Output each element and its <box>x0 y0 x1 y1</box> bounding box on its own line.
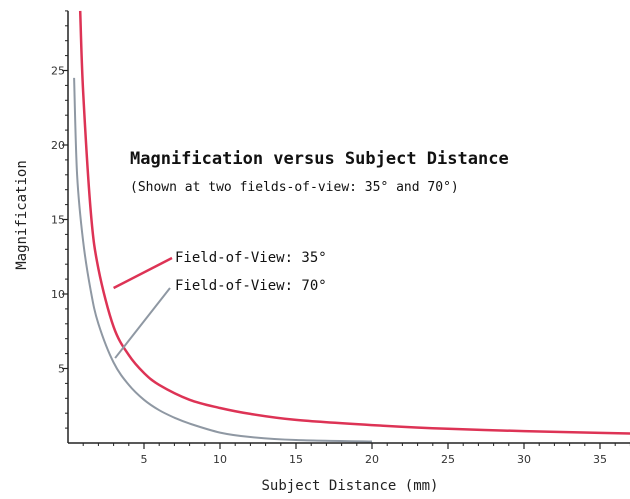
annotation-leader-fov-70 <box>114 287 171 359</box>
series-fov-35-line <box>78 10 630 435</box>
series-fov-70-line <box>73 77 373 443</box>
plot-area <box>73 10 630 443</box>
annotation-fov-70: Field-of-View: 70° <box>175 278 327 294</box>
y-tick-label: 20 <box>51 139 65 152</box>
y-axis-title: Magnification <box>14 160 30 270</box>
y-tick-label: 15 <box>51 214 65 227</box>
y-tick-label: 5 <box>58 363 65 376</box>
minor-ticks <box>65 10 630 446</box>
annotation-fov-35: Field-of-View: 35° <box>175 250 327 266</box>
axes: 5 10 15 20 25 30 35 5 10 15 20 25 <box>51 10 630 466</box>
x-tick-label: 35 <box>593 453 607 466</box>
x-tick-label: 15 <box>289 453 303 466</box>
x-tick-label: 10 <box>213 453 227 466</box>
y-tick-label: 25 <box>51 65 65 78</box>
y-tick-label: 10 <box>51 288 65 301</box>
x-tick-label: 30 <box>517 453 531 466</box>
x-axis-title: Subject Distance (mm) <box>261 478 438 494</box>
x-tick-label: 5 <box>141 453 148 466</box>
annotation-leader-fov-35 <box>113 256 173 290</box>
y-ticks: 5 10 15 20 25 <box>51 65 68 376</box>
chart-subtitle: (Shown at two fields-of-view: 35° and 70… <box>130 180 459 195</box>
x-tick-label: 25 <box>441 453 455 466</box>
x-ticks: 5 10 15 20 25 30 35 <box>141 443 607 466</box>
chart-title: Magnification versus Subject Distance <box>130 149 509 169</box>
x-tick-label: 20 <box>365 453 379 466</box>
